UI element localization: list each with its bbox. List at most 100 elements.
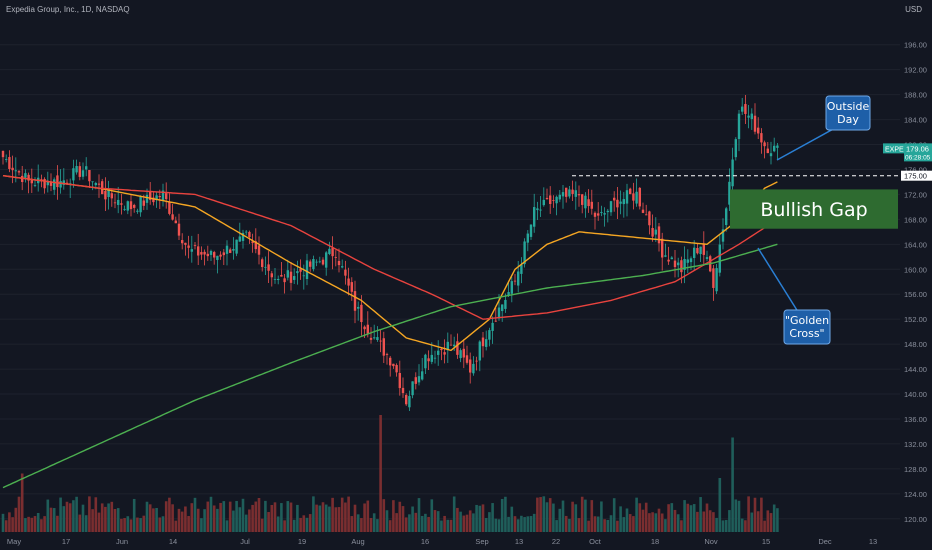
volume-bar [264, 500, 267, 532]
candle [56, 175, 59, 188]
candle [8, 157, 11, 169]
candle [238, 236, 241, 242]
volume-bar [126, 516, 130, 532]
volume-bar [667, 504, 670, 532]
volume-bar [516, 519, 520, 532]
volume-bar [232, 510, 235, 532]
volume-bar [388, 520, 392, 532]
candle [609, 201, 613, 213]
volume-bar [356, 514, 360, 532]
candle [613, 197, 616, 201]
candle [689, 258, 693, 263]
candle [197, 246, 200, 256]
candle [293, 276, 296, 280]
candle [539, 209, 542, 211]
candle [625, 190, 629, 204]
volume-bar [132, 498, 136, 532]
candle [312, 259, 315, 270]
candle [373, 337, 376, 339]
candle [299, 268, 302, 272]
candle [440, 348, 443, 351]
volume-bar [590, 500, 594, 532]
candle [129, 201, 133, 210]
volume-bar [251, 504, 254, 532]
time-tick-label: 13 [515, 537, 523, 546]
candle [117, 199, 120, 205]
price-tick-label: 156.00 [904, 290, 927, 299]
time-tick-label: 18 [651, 537, 659, 546]
candle [517, 271, 520, 286]
candle [65, 182, 69, 184]
volume-bar [155, 507, 158, 532]
volume-bar [91, 509, 94, 532]
volume-bar [593, 516, 597, 532]
volume-bar [478, 505, 482, 532]
price-tick-label: 192.00 [904, 66, 927, 75]
volume-bar [529, 516, 533, 532]
volume-bar [404, 517, 408, 532]
candle [593, 212, 597, 217]
candle [369, 337, 373, 340]
candle [459, 350, 462, 359]
candle [165, 193, 168, 200]
volume-bar [654, 513, 658, 532]
outside-day-text: Day [837, 113, 859, 126]
volume-bar [420, 515, 424, 532]
candle [171, 214, 174, 220]
volume-bar [644, 502, 648, 532]
candle [763, 142, 766, 147]
volume-bar [443, 515, 446, 532]
volume-bar [616, 520, 619, 532]
volume-bar [328, 506, 331, 532]
candle [475, 360, 478, 362]
candle [590, 201, 593, 209]
time-tick-label: 16 [421, 537, 429, 546]
volume-bar [552, 503, 555, 532]
volume-bar [433, 510, 437, 532]
volume-bar [113, 508, 117, 532]
price-tick-label: 140.00 [904, 390, 927, 399]
candle [136, 210, 139, 212]
candle [741, 106, 744, 112]
candle [94, 182, 97, 186]
volume-bar [734, 499, 738, 532]
candle [421, 371, 424, 380]
volume-bar [676, 514, 680, 532]
candle [411, 381, 414, 396]
candle [437, 350, 440, 355]
time-tick-label: 19 [298, 537, 306, 546]
volume-bar [219, 502, 222, 532]
candle [315, 261, 318, 263]
volume-bar [376, 519, 379, 532]
candle [49, 181, 53, 186]
candle [261, 259, 264, 268]
volume-bar [49, 507, 53, 532]
candle [645, 214, 648, 216]
candle [616, 199, 619, 208]
candle [622, 199, 625, 205]
volume-bar [190, 503, 194, 532]
candle [513, 280, 517, 282]
volume-bar [708, 510, 712, 532]
volume-bar [705, 503, 709, 532]
volume-bar [401, 506, 405, 532]
candle [17, 171, 21, 173]
candle [453, 344, 456, 347]
candle [30, 179, 33, 184]
volume-bar [52, 508, 56, 532]
volume-bar [353, 504, 357, 532]
price-tick-label: 136.00 [904, 415, 927, 424]
volume-bar [760, 497, 763, 532]
level-tag-text: 175.00 [904, 172, 927, 181]
candle [357, 306, 360, 309]
candle [449, 344, 453, 346]
candle [702, 243, 705, 255]
candle [193, 245, 197, 246]
candle [267, 264, 270, 271]
volume-bar [692, 504, 696, 532]
volume-bar [222, 501, 226, 532]
candle [456, 341, 459, 355]
candle [766, 148, 769, 154]
candle [587, 199, 590, 207]
